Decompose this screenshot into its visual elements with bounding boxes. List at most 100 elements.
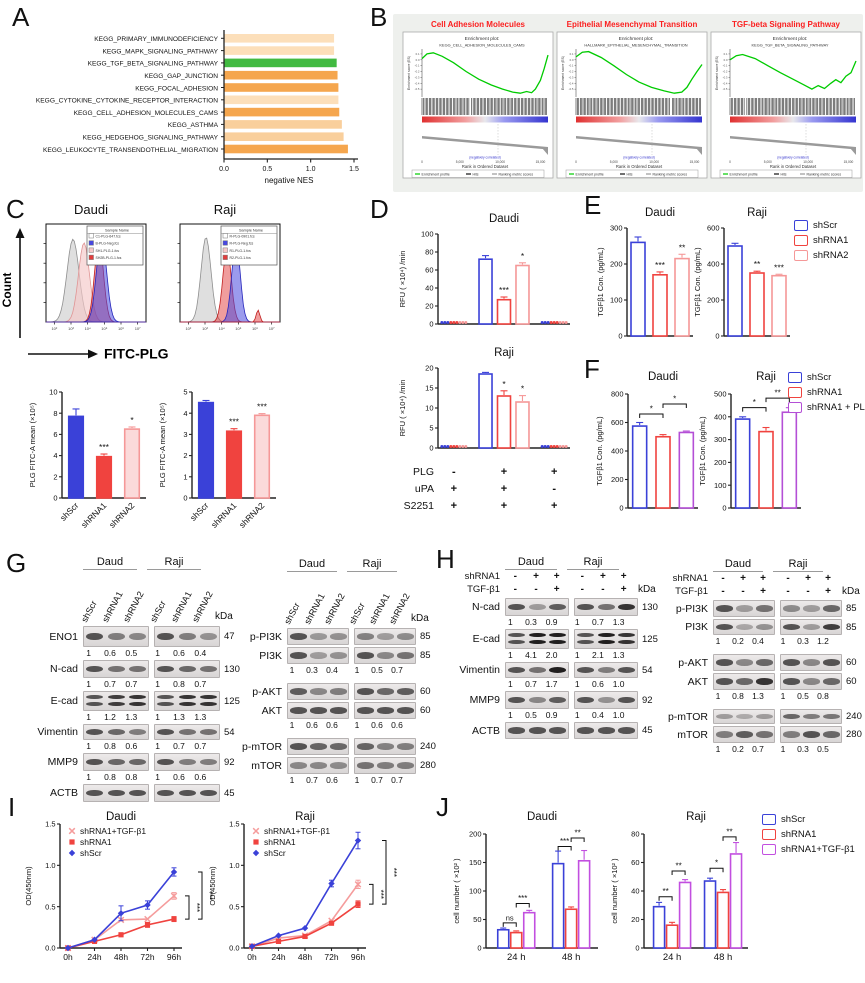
blot-row: ENO1 47	[28, 626, 250, 647]
protein-band	[597, 696, 615, 704]
blot-row: p-PI3K 85	[662, 600, 865, 617]
quantification-row: 1 4.1 2.0 1 2.1 1.3	[444, 649, 668, 660]
y-tick-label: 0	[429, 444, 433, 453]
protein-band	[128, 701, 146, 707]
protein-band	[618, 667, 636, 673]
band-value: 0.4	[592, 709, 604, 720]
marker	[275, 938, 282, 944]
band-value: 0.4	[194, 647, 207, 658]
sig-label: *	[715, 859, 718, 868]
sig-bracket	[639, 413, 664, 418]
bar	[577, 859, 591, 949]
pathway-label: KEGG_ASTHMA	[168, 122, 219, 129]
sig-label: ***	[257, 402, 268, 412]
band-value: 0.7	[194, 740, 207, 751]
x-tick-label: 48h	[298, 952, 312, 962]
flow-curve	[180, 309, 280, 323]
lane-label: shScr	[282, 600, 302, 626]
protein-band	[597, 667, 615, 673]
protein-band	[199, 789, 217, 797]
condition-value: +	[825, 573, 831, 584]
sig-label: ***	[205, 891, 214, 900]
band-value: 0.7	[391, 774, 403, 785]
condition-value: -	[786, 586, 790, 597]
y-axis-label: OD(450nm)	[208, 866, 217, 906]
gsea-x-label: Rank in Ordered Dataset	[770, 164, 817, 169]
bar	[749, 272, 765, 337]
gel-blot	[287, 683, 349, 700]
quantification-row: 1 0.6 0.6 1 0.6 0.6	[242, 719, 446, 730]
bar	[224, 95, 339, 105]
protein-band	[802, 678, 820, 685]
protein-band	[576, 639, 594, 645]
y-tick-label: 4	[53, 451, 57, 460]
bar	[564, 908, 578, 949]
legend-swatch	[222, 254, 228, 260]
panel-d-label: D	[370, 194, 389, 224]
gsea-subtitle: Enrichment plot:	[465, 36, 500, 42]
blot-row: ACTB 45	[28, 784, 250, 802]
y-tick-label: 200	[610, 260, 623, 269]
x-tick-label: 10⁴	[85, 326, 91, 331]
blot-row: AKT 60	[242, 702, 446, 719]
condition-value: +	[500, 466, 508, 478]
condition-value: -	[721, 586, 725, 597]
bar	[727, 245, 743, 337]
blot-row: PI3K 85	[242, 647, 446, 664]
gel-blot	[354, 702, 416, 719]
band-value: 0.6	[592, 678, 604, 689]
legend-swatch	[788, 402, 802, 413]
data-dot	[458, 321, 462, 324]
protein-band	[178, 789, 196, 797]
legend-swatch	[794, 220, 808, 231]
y-tick-label: 400	[707, 260, 720, 269]
data-dot	[461, 445, 465, 448]
blot-row: MMP9 92	[28, 753, 250, 771]
condition-value: +	[553, 584, 560, 595]
cell-number-bar-daudi: Daudi 0 50 100 150 200 cell number ( ×10² ) 24 …	[452, 811, 598, 963]
kda-value: 45	[642, 725, 653, 736]
protein-band	[199, 729, 217, 735]
legend-swatch	[88, 233, 94, 239]
blot-row: AKT 60	[662, 673, 865, 690]
y-tick-label: 200	[611, 475, 624, 484]
legend-panel-e: shScr shRNA1 shRNA2	[794, 220, 848, 265]
x-category-label: shRNA2	[237, 500, 267, 530]
protein-band	[86, 665, 104, 673]
protein-band	[329, 688, 347, 695]
blot-group-header: Daud Raji	[242, 558, 446, 572]
es-tick-label: -0.1	[569, 64, 574, 68]
gel-blot	[287, 757, 349, 774]
x-tick-label: 0h	[63, 952, 73, 962]
data-dot	[464, 445, 468, 448]
rank-tick-label: 5,000	[764, 160, 772, 164]
band-value: 1	[715, 743, 721, 754]
x-tick-label: 10³	[68, 326, 74, 331]
condition-value: +	[805, 573, 811, 584]
marker	[355, 901, 361, 907]
data-dot	[543, 321, 547, 324]
x-tick-label: 10⁷	[269, 326, 275, 331]
gel-blot	[354, 738, 416, 755]
protein-band	[128, 694, 146, 700]
kda-value: 47	[224, 631, 235, 642]
gsea-plot-emt: Epithelial Mesenchymal Transition Enrichm…	[556, 20, 708, 179]
x-tick-label: 72h	[324, 952, 338, 962]
flow-histogram-daudi: 10² 10³ 10⁴ 10⁵ 10⁶ 10⁷ Sample Name C1-PLG-647.…	[43, 223, 147, 331]
protein-band	[597, 603, 615, 611]
kegg-pathway-bar-chart: KEGG_PRIMARY_IMMUNODEFICIENCY KEGG_MAPK_S…	[36, 30, 359, 185]
pathway-label: KEGG_MAPK_SIGNALING_PATHWAY	[102, 48, 218, 55]
protein-band	[549, 632, 567, 638]
band-value: 4.1	[525, 649, 537, 660]
panel-c-label: C	[6, 194, 25, 224]
quantification-row: 1 0.3 0.4 1 0.5 0.7	[242, 664, 446, 675]
sig-bracket	[198, 871, 203, 920]
sig-label: ns	[506, 913, 514, 922]
protein-band	[128, 729, 146, 735]
gsea-legend-label: Ranking metric scores	[807, 173, 842, 177]
gsea-geneset: HALLMARK_EPITHELIAL_MESENCHYMAL_TRANSITI…	[584, 43, 687, 48]
band-value: 0.6	[306, 719, 318, 730]
gsea-legend-label: Enrichment profile	[730, 173, 758, 177]
condition-value: +	[533, 571, 539, 582]
gsea-subtitle: Enrichment plot:	[773, 36, 808, 42]
